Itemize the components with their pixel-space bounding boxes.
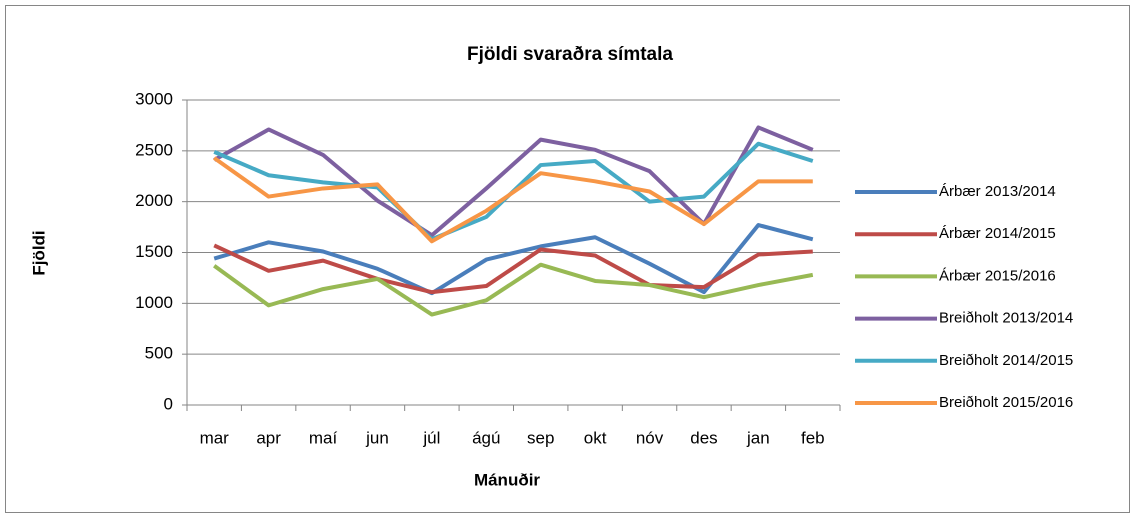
x-tick-label: jun	[365, 428, 389, 447]
y-tick-label: 3000	[135, 89, 173, 108]
x-tick-label: nóv	[636, 428, 664, 447]
y-tick-label: 2500	[135, 140, 173, 159]
legend-label: Breiðholt 2015/2016	[939, 394, 1073, 411]
y-tick-label: 0	[164, 394, 173, 413]
x-tick-label: ágú	[472, 428, 500, 447]
x-tick-label: mar	[200, 428, 230, 447]
x-tick-label: des	[690, 428, 717, 447]
x-tick-label: jan	[746, 428, 770, 447]
y-tick-label: 1500	[135, 242, 173, 261]
line-series	[213, 262, 814, 317]
y-axis-label: Fjöldi	[29, 230, 48, 275]
legend-label: Breiðholt 2013/2014	[939, 310, 1073, 327]
line-series	[213, 125, 814, 238]
legend-label: Árbær 2013/2014	[939, 183, 1056, 200]
y-tick-label: 500	[145, 344, 173, 363]
x-tick-label: feb	[801, 428, 825, 447]
legend-label: Árbær 2014/2015	[939, 225, 1056, 242]
x-tick-label: júl	[422, 428, 440, 447]
chart-border	[5, 5, 1130, 513]
y-tick-label: 1000	[135, 293, 173, 312]
x-tick-label: maí	[309, 428, 338, 447]
legend-label: Breiðholt 2014/2015	[939, 352, 1073, 369]
line-series	[213, 243, 813, 295]
x-tick-label: apr	[256, 428, 281, 447]
y-tick-label: 2000	[135, 191, 173, 210]
x-axis-label: Mánuðir	[474, 470, 540, 489]
chart-title: Fjöldi svaraðra símtala	[467, 44, 673, 65]
line-series	[213, 156, 813, 244]
x-tick-label: sep	[527, 428, 554, 447]
legend-label: Árbær 2015/2016	[939, 267, 1056, 284]
x-tick-label: okt	[584, 428, 607, 447]
